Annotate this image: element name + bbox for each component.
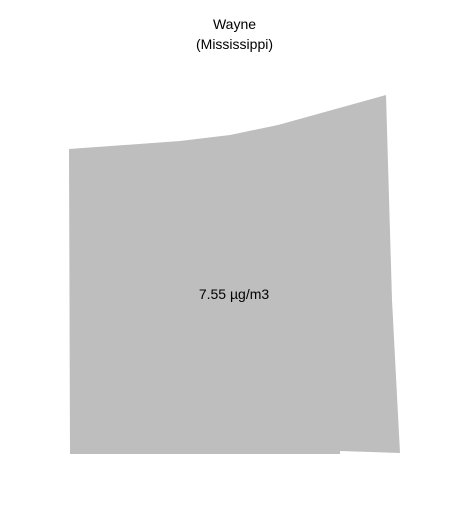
county-name: Wayne [212, 16, 257, 32]
map-title: Wayne (Mississippi) [0, 14, 469, 54]
value-label: 7.55 µg/m3 [199, 286, 270, 302]
state-name: (Mississippi) [196, 36, 273, 52]
county-shape [69, 95, 400, 454]
